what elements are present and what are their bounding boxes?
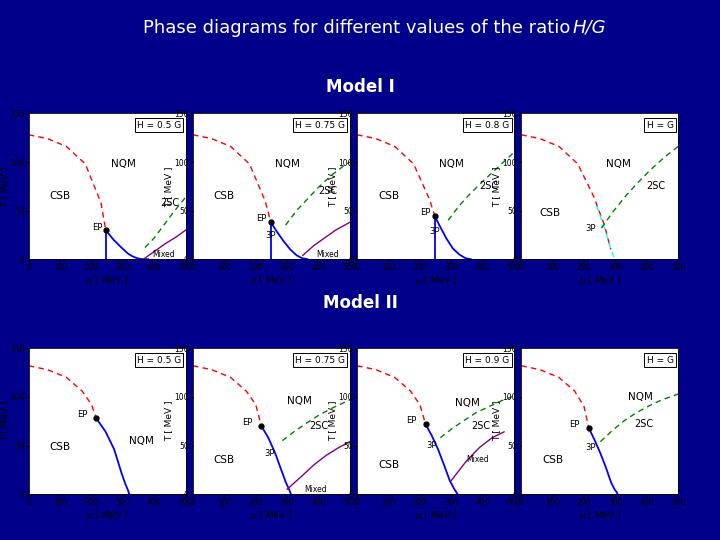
Text: H = G: H = G [647,120,673,130]
Y-axis label: T [ MeV ]: T [ MeV ] [164,166,173,206]
Text: 3P: 3P [586,443,596,452]
Text: EP: EP [406,416,416,425]
Text: NQM: NQM [606,159,631,169]
Text: Mixed: Mixed [467,455,490,464]
X-axis label: $\mu$ [ MeV ]: $\mu$ [ MeV ] [579,509,621,522]
Text: CSB: CSB [50,442,71,453]
Text: CSB: CSB [542,455,563,465]
Text: Model I: Model I [325,78,395,96]
Text: H = 0.75 G: H = 0.75 G [295,120,345,130]
Text: Model II: Model II [323,294,397,312]
X-axis label: $\mu$ [ MeV ]: $\mu$ [ MeV ] [251,274,292,287]
Y-axis label: T [ MeV ]: T [ MeV ] [492,401,501,442]
Text: 2SC: 2SC [472,421,491,431]
Y-axis label: T [ MeV ]: T [ MeV ] [328,166,337,206]
Text: EP: EP [569,420,579,429]
Text: 2SC: 2SC [647,181,666,191]
Y-axis label: T [ MeV ]: T [ MeV ] [0,166,9,206]
Text: 2SC: 2SC [309,421,328,431]
Text: Mixed: Mixed [317,250,339,259]
Text: EP: EP [242,417,252,427]
Text: H = 0.75 G: H = 0.75 G [295,355,345,364]
Text: NQM: NQM [111,159,135,169]
X-axis label: $\mu$ [ MeV ]: $\mu$ [ MeV ] [415,274,456,287]
Text: CSB: CSB [378,191,399,201]
Text: H = G: H = G [647,355,673,364]
Y-axis label: T [ MeV ]: T [ MeV ] [164,401,173,442]
Text: Mixed: Mixed [153,250,175,259]
Text: CSB: CSB [214,191,235,201]
Text: EP: EP [256,214,266,223]
Text: EP: EP [78,410,88,419]
X-axis label: $\mu$ [ MeV ]: $\mu$ [ MeV ] [251,509,292,522]
Text: H = 0.9 G: H = 0.9 G [465,355,509,364]
X-axis label: $\mu$ [ MeV ]: $\mu$ [ MeV ] [86,274,128,287]
Text: NQM: NQM [439,159,464,169]
Text: Mixed: Mixed [304,485,327,494]
Text: 2SC: 2SC [480,181,498,191]
Text: H = 0.5 G: H = 0.5 G [137,355,181,364]
Text: 2SC: 2SC [634,419,653,429]
Text: 3P: 3P [264,449,275,458]
Text: Phase diagrams for different values of the ratio: Phase diagrams for different values of t… [143,19,577,37]
Text: CSB: CSB [539,207,560,218]
Y-axis label: T [ MeV ]: T [ MeV ] [0,401,9,442]
Text: NQM: NQM [130,436,154,446]
Text: NQM: NQM [275,159,300,169]
Y-axis label: T [ MeV ]: T [ MeV ] [492,166,501,206]
Text: 3P: 3P [426,441,437,450]
Text: 3P: 3P [430,227,440,237]
Text: NQM: NQM [628,392,653,402]
Text: EP: EP [92,222,102,232]
Text: 2SC: 2SC [161,198,179,208]
Text: H = 0.5 G: H = 0.5 G [137,120,181,130]
Text: 3P: 3P [266,231,276,240]
X-axis label: $\mu$ [ MeV ]: $\mu$ [ MeV ] [415,509,456,522]
Text: NQM: NQM [454,398,480,408]
Text: CSB: CSB [50,191,71,201]
Y-axis label: T [ MeV ]: T [ MeV ] [328,401,337,442]
Text: 2SC: 2SC [318,186,338,196]
Text: 3P: 3P [586,224,596,233]
X-axis label: $\mu$ [ MeV ]: $\mu$ [ MeV ] [579,274,621,287]
Text: NQM: NQM [287,396,312,406]
Text: CSB: CSB [378,460,399,470]
Text: EP: EP [420,208,431,217]
X-axis label: $\mu$ [ MeV ]: $\mu$ [ MeV ] [86,509,128,522]
Text: CSB: CSB [214,455,235,465]
Text: H/G: H/G [572,19,606,37]
Text: H = 0.8 G: H = 0.8 G [465,120,509,130]
